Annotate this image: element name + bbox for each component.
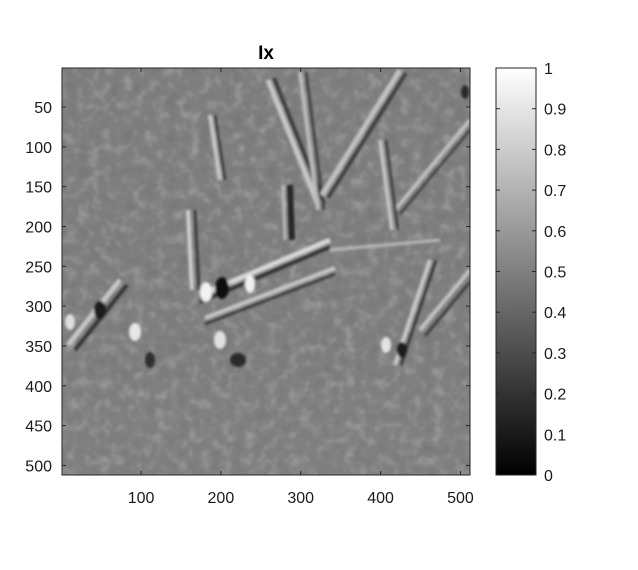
- x-tick-label: 300: [287, 490, 314, 507]
- y-tick-label: 350: [25, 339, 52, 356]
- y-tick-label: 450: [25, 419, 52, 436]
- colorbar-tick-label: 0.4: [544, 305, 566, 322]
- x-tick-label: 500: [447, 490, 474, 507]
- colorbar-tick-label: 0.9: [544, 102, 566, 119]
- x-axis: 100 200 300 400 500: [128, 68, 474, 507]
- colorbar-tick-label: 0.8: [544, 142, 566, 159]
- y-tick-label: 500: [25, 458, 52, 475]
- y-tick-label: 300: [25, 299, 52, 316]
- colorbar-axis: 0 0.1 0.2 0.3 0.4 0.5 0.6 0.7 0.8 0.9 1: [496, 61, 566, 485]
- colorbar-tick-label: 0.1: [544, 427, 566, 444]
- colorbar-tick-label: 0.5: [544, 265, 566, 282]
- colorbar-tick-label: 0: [544, 468, 553, 485]
- y-tick-label: 50: [34, 100, 52, 117]
- x-tick-label: 100: [128, 490, 155, 507]
- colorbar-tick-label: 0.6: [544, 224, 566, 241]
- colorbar-tick-label: 0.7: [544, 183, 566, 200]
- colorbar-gradient: [496, 68, 536, 475]
- x-tick-label: 400: [367, 490, 394, 507]
- y-axis: 50 100 150 200 250 300 350 400 450 500: [25, 100, 470, 475]
- colorbar-tick-label: 0.2: [544, 387, 566, 404]
- y-tick-label: 100: [25, 140, 52, 157]
- colorbar-tick-label: 0.3: [544, 346, 566, 363]
- colorbar: 0 0.1 0.2 0.3 0.4 0.5 0.6 0.7 0.8 0.9 1: [495, 61, 566, 485]
- x-tick-label: 200: [208, 490, 235, 507]
- y-tick-label: 200: [25, 219, 52, 236]
- y-tick-label: 400: [25, 379, 52, 396]
- y-tick-label: 150: [25, 180, 52, 197]
- plot-axes-frame: [61, 67, 471, 476]
- heatmap-image: [62, 68, 470, 475]
- colorbar-tick-label: 1: [544, 61, 553, 78]
- y-tick-label: 250: [25, 259, 52, 276]
- chart-title: Ix: [258, 43, 274, 64]
